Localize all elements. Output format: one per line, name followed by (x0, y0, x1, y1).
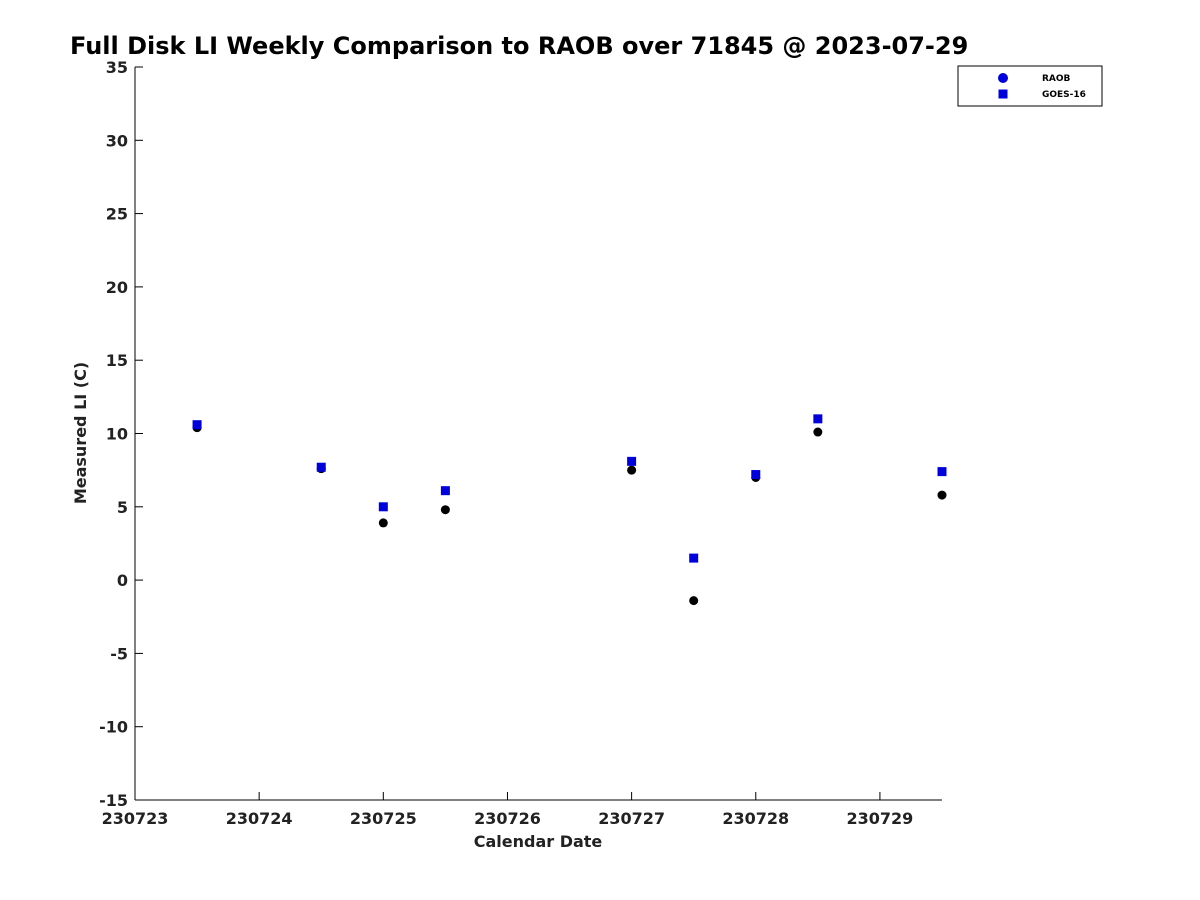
goes-16-point (813, 414, 823, 424)
legend-label-goes-16: GOES-16 (1042, 90, 1086, 100)
y-axis-label: Measured LI (C) (71, 362, 90, 504)
x-tick-label: 230725 (350, 809, 417, 828)
x-tick-label: 230726 (474, 809, 541, 828)
y-axis-ticks: 35 30 25 20 15 10 5 0 -5 -10 -15 (99, 58, 143, 810)
x-tick-label: 230729 (847, 809, 914, 828)
goes-16-point (627, 456, 637, 466)
x-tick-label: 230728 (722, 809, 789, 828)
legend-marker-goes-16 (998, 89, 1008, 99)
y-tick-label: -15 (99, 791, 128, 810)
chart-title: Full Disk LI Weekly Comparison to RAOB o… (70, 32, 968, 60)
goes-16-point (689, 553, 699, 563)
y-tick-label: -10 (99, 718, 128, 737)
y-tick-label: 25 (106, 205, 128, 224)
legend-marker-raob (998, 73, 1008, 83)
goes-16-point (440, 486, 450, 496)
raob-point (627, 465, 637, 475)
data-points (192, 414, 947, 606)
x-tick-label: 230727 (598, 809, 665, 828)
raob-point (813, 427, 823, 437)
x-tick-label: 230723 (102, 809, 169, 828)
x-tick-label: 230724 (226, 809, 293, 828)
y-tick-label: 20 (106, 278, 128, 297)
y-tick-label: 15 (106, 351, 128, 370)
x-axis-label: Calendar Date (474, 832, 603, 851)
y-tick-label: -5 (110, 644, 128, 663)
y-tick-label: 0 (117, 571, 128, 590)
legend: RAOB GOES-16 (957, 65, 1103, 107)
y-tick-label: 10 (106, 425, 128, 444)
raob-point (689, 596, 699, 606)
goes-16-point (751, 470, 761, 480)
y-tick-label: 5 (117, 498, 128, 517)
legend-label-raob: RAOB (1042, 74, 1071, 84)
raob-point (937, 490, 947, 500)
legend-box (957, 65, 1103, 107)
goes-16-point (937, 467, 947, 477)
goes-16-point (192, 420, 202, 430)
raob-point (378, 518, 388, 528)
goes-16-point (316, 462, 326, 472)
x-axis-ticks: 230723 230724 230725 230726 230727 230728 2307… (102, 792, 914, 828)
raob-point (440, 505, 450, 515)
y-tick-label: 30 (106, 131, 128, 150)
goes-16-point (378, 502, 388, 512)
y-tick-label: 35 (106, 58, 128, 77)
